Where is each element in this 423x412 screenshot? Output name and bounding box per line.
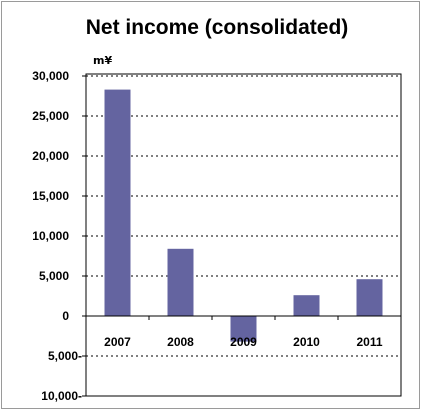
y-tick-labels: 30,000 25,000 20,000 15,000 10,000 5,000 0 5,00…	[32, 69, 82, 403]
y-tick-label: 0	[62, 309, 69, 323]
axes	[82, 75, 402, 397]
plot-area	[85, 73, 402, 397]
y-tick-label: 10,000-	[41, 389, 82, 403]
y-tick-label: 5,000-	[48, 349, 82, 363]
bar-2008	[167, 248, 194, 316]
chart-title: Net income (consolidated)	[86, 16, 349, 39]
x-tick-label-2011: 2011	[356, 335, 382, 349]
y-tick-label: 30,000	[32, 69, 69, 83]
x-tick-label-2009: 2009	[230, 335, 257, 349]
x-tick-label-2008: 2008	[167, 335, 194, 349]
y-tick-label: 15,000	[32, 189, 69, 203]
y-tick-label: 5,000	[39, 269, 69, 283]
bars	[104, 89, 383, 342]
y-tick-label: 10,000	[32, 229, 69, 243]
bar-2007	[104, 89, 131, 316]
bar-2010	[293, 295, 320, 316]
x-tick-label-2010: 2010	[293, 335, 320, 349]
x-tick-labels: 2007 2008 2009 2010 2011	[104, 335, 383, 349]
x-tick-label-2007: 2007	[104, 335, 131, 349]
gridlines	[86, 75, 401, 357]
unit-label: m¥	[93, 54, 112, 67]
bar-2009	[230, 316, 257, 342]
bar-2011	[356, 279, 383, 316]
y-tick-label: 20,000	[32, 149, 69, 163]
y-tick-label: 25,000	[32, 109, 69, 123]
